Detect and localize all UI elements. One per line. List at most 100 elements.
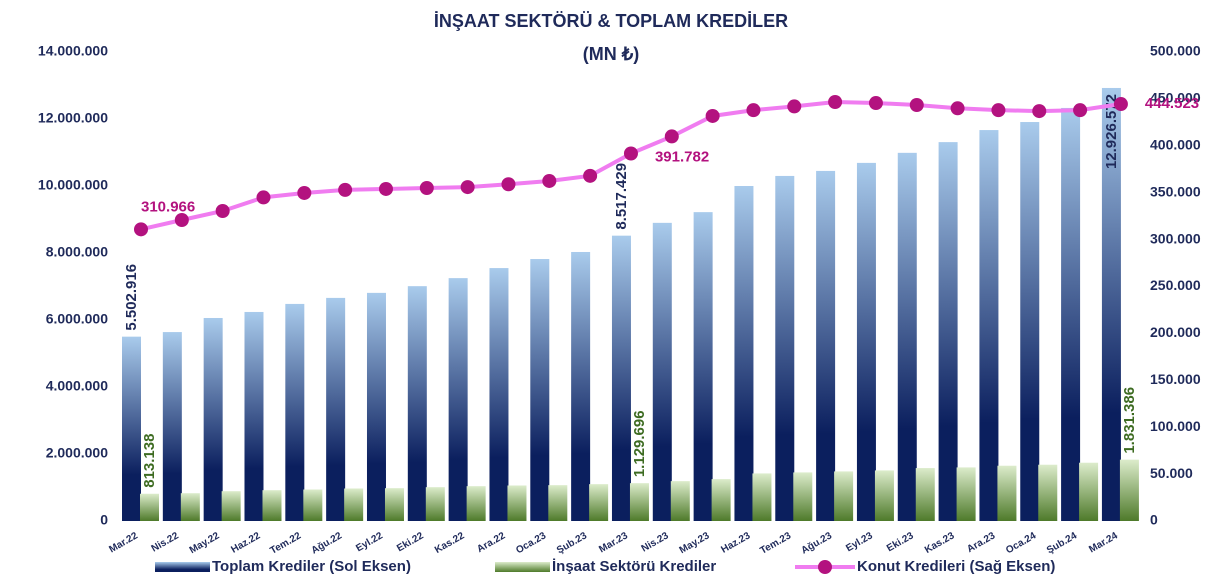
marker bbox=[746, 103, 761, 118]
bar bbox=[180, 493, 200, 521]
x-tick-label: Mar.22 bbox=[107, 530, 140, 555]
marker bbox=[909, 97, 924, 112]
bar bbox=[530, 259, 550, 521]
bar bbox=[611, 235, 631, 521]
x-tick-label: Ara.23 bbox=[965, 530, 997, 555]
bar bbox=[775, 175, 795, 521]
y-tick-label: 2.000.000 bbox=[46, 445, 108, 461]
x-tick-label: Haz.22 bbox=[229, 530, 262, 556]
chart-subtitle: (MN ₺) bbox=[583, 44, 639, 64]
bar bbox=[162, 332, 182, 521]
y2-tick-label: 200.000 bbox=[1150, 324, 1201, 340]
bar bbox=[244, 311, 264, 521]
bar bbox=[221, 491, 241, 521]
bar bbox=[752, 473, 772, 521]
marker bbox=[1113, 97, 1128, 112]
x-tick-label: Haz.23 bbox=[719, 530, 752, 556]
bar bbox=[711, 479, 731, 521]
x-tick-label: Mar.24 bbox=[1087, 530, 1120, 555]
x-tick-label: Şub.23 bbox=[555, 530, 589, 556]
bar bbox=[734, 186, 754, 521]
y-tick-label: 6.000.000 bbox=[46, 311, 108, 327]
x-tick-label: Mar.23 bbox=[597, 530, 630, 555]
chart-title: İNŞAAT SEKTÖRÜ & TOPLAM KREDİLER bbox=[434, 11, 788, 31]
marker bbox=[868, 96, 883, 111]
marker bbox=[950, 101, 965, 116]
marker bbox=[991, 103, 1006, 118]
bar bbox=[507, 485, 527, 521]
x-tick-label: May.22 bbox=[188, 530, 222, 556]
data-label: 5.502.916 bbox=[123, 264, 140, 331]
marker bbox=[338, 182, 353, 197]
y2-tick-label: 500.000 bbox=[1150, 43, 1201, 59]
y2-tick-label: 100.000 bbox=[1150, 418, 1201, 434]
legend-swatch bbox=[818, 560, 832, 574]
y2-tick-label: 150.000 bbox=[1150, 371, 1201, 387]
bar bbox=[1119, 459, 1139, 521]
marker bbox=[705, 108, 720, 123]
bar bbox=[1038, 464, 1058, 521]
bar bbox=[1101, 87, 1121, 521]
y-tick-label: 14.000.000 bbox=[38, 43, 108, 59]
y2-tick-label: 250.000 bbox=[1150, 277, 1201, 293]
bar bbox=[407, 286, 427, 521]
x-tick-label: Ara.22 bbox=[475, 530, 507, 555]
marker bbox=[134, 222, 148, 237]
y-tick-label: 0 bbox=[100, 512, 108, 528]
y-tick-label: 8.000.000 bbox=[46, 244, 108, 260]
bar bbox=[997, 465, 1017, 521]
x-tick-label: Oca.23 bbox=[514, 530, 548, 556]
bar bbox=[1061, 107, 1081, 521]
marker bbox=[174, 212, 189, 227]
bar bbox=[1079, 462, 1099, 521]
x-tick-label: Eyl.23 bbox=[844, 530, 875, 554]
data-label: 1.831.386 bbox=[1121, 387, 1138, 454]
bar bbox=[303, 489, 323, 521]
bar bbox=[571, 251, 591, 521]
bar bbox=[652, 222, 672, 521]
legend-swatch bbox=[155, 562, 210, 572]
x-tick-label: May.23 bbox=[678, 530, 712, 556]
bar bbox=[856, 162, 876, 521]
marker bbox=[787, 99, 802, 114]
x-tick-label: Tem.22 bbox=[268, 530, 303, 557]
y2-tick-label: 300.000 bbox=[1150, 230, 1201, 246]
data-label: 8.517.429 bbox=[613, 163, 630, 230]
data-label: 813.138 bbox=[141, 434, 158, 488]
data-label: 310.966 bbox=[141, 198, 195, 215]
y2-tick-label: 400.000 bbox=[1150, 137, 1201, 153]
bar bbox=[448, 278, 468, 521]
line bbox=[140, 99, 1122, 232]
data-label: 391.782 bbox=[655, 148, 709, 165]
bar bbox=[793, 472, 813, 521]
legend-label: İnşaat Sektörü Krediler bbox=[552, 558, 716, 575]
marker bbox=[501, 177, 516, 192]
bar bbox=[489, 268, 509, 521]
data-label: 1.129.696 bbox=[631, 410, 648, 477]
bar bbox=[384, 488, 404, 521]
marker bbox=[828, 94, 843, 109]
marker bbox=[664, 129, 679, 144]
x-tick-label: Ağu.23 bbox=[800, 530, 835, 556]
marker bbox=[1073, 103, 1088, 118]
bar bbox=[874, 470, 894, 521]
marker bbox=[378, 181, 393, 196]
y-tick-label: 4.000.000 bbox=[46, 378, 108, 394]
bar bbox=[548, 485, 568, 521]
bar bbox=[693, 212, 713, 521]
x-tick-label: Oca.24 bbox=[1004, 530, 1038, 556]
bar bbox=[956, 467, 976, 521]
data-label: 444.523 bbox=[1145, 95, 1199, 112]
bar bbox=[589, 484, 609, 521]
x-tick-label: Nis.22 bbox=[150, 530, 181, 554]
y2-tick-label: 350.000 bbox=[1150, 183, 1201, 199]
marker bbox=[256, 190, 271, 205]
y2-tick-label: 450.000 bbox=[1150, 90, 1201, 106]
bar bbox=[979, 130, 999, 521]
bar bbox=[285, 303, 305, 521]
marker bbox=[419, 181, 434, 196]
x-tick-label: Eki.23 bbox=[885, 530, 916, 554]
bar bbox=[897, 152, 917, 521]
bar bbox=[834, 471, 854, 521]
